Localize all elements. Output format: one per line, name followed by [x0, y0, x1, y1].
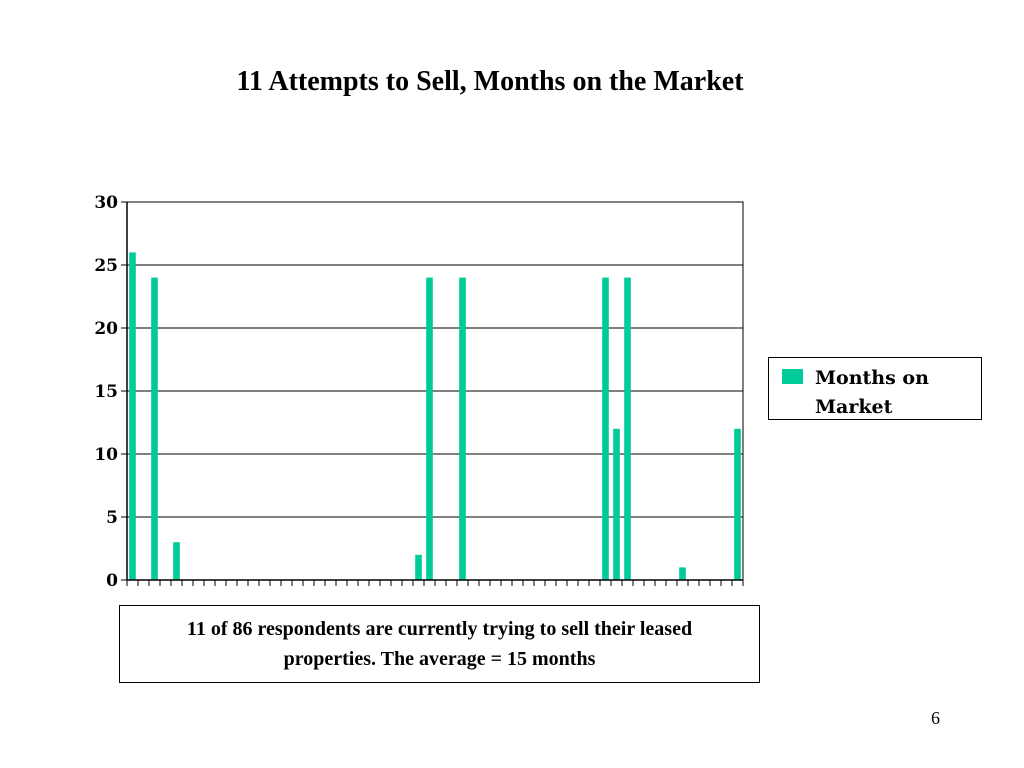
- axes: [126, 202, 744, 586]
- bar: [129, 252, 136, 580]
- bar: [173, 542, 180, 580]
- bar: [459, 277, 466, 580]
- page-number: 6: [931, 708, 940, 728]
- legend-label: Months on Market: [815, 367, 929, 418]
- summary-note: 11 of 86 respondents are currently tryin…: [119, 605, 760, 683]
- bar: [624, 277, 631, 580]
- bar: [613, 428, 620, 580]
- y-tick-label: 0: [106, 571, 118, 591]
- legend: Months on Market: [768, 357, 982, 420]
- y-tick-label: 15: [94, 382, 118, 402]
- bar: [734, 428, 741, 580]
- bar: [415, 554, 422, 580]
- y-tick-label: 10: [94, 445, 118, 465]
- slide-title: 11 Attempts to Sell, Months on the Marke…: [236, 66, 744, 97]
- bar: [151, 277, 158, 580]
- y-tick-label: 20: [94, 319, 118, 339]
- y-tick-label: 5: [106, 508, 118, 528]
- legend-swatch: [782, 369, 803, 384]
- y-tick-label: 25: [94, 256, 118, 276]
- y-tick-label: 30: [94, 193, 118, 213]
- gridlines: [121, 201, 743, 581]
- bars: [129, 252, 741, 580]
- y-tick-labels: 0 5 10 15 20 25 30: [94, 193, 118, 591]
- bar: [679, 567, 686, 580]
- bar: [426, 277, 433, 580]
- bar: [602, 277, 609, 580]
